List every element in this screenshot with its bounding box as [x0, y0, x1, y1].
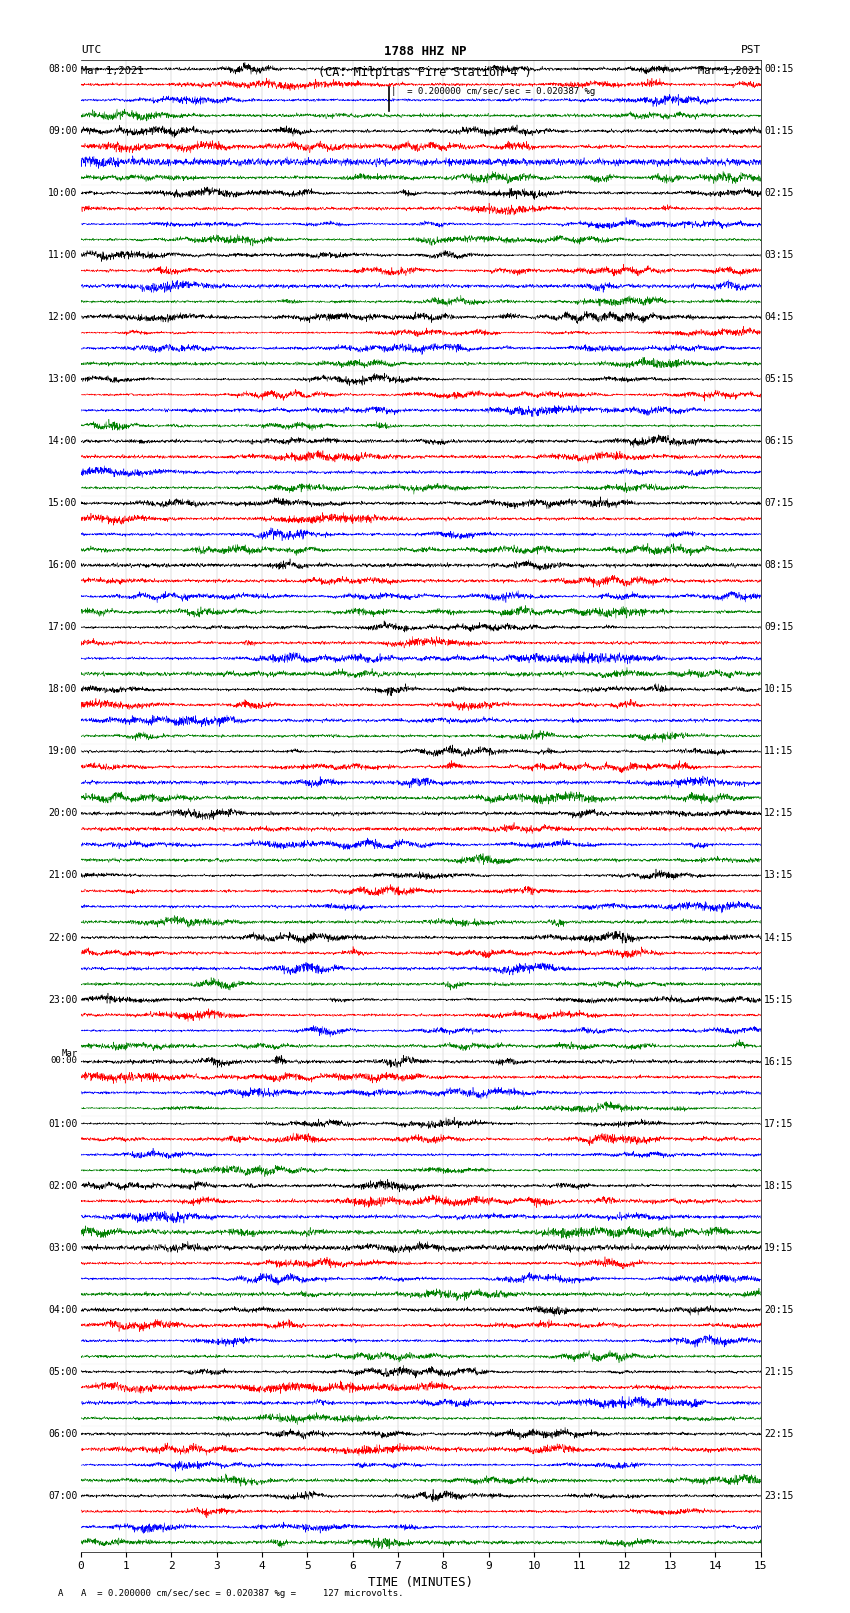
Text: (CA: Milpitas Fire Station 4 ): (CA: Milpitas Fire Station 4 ) — [318, 66, 532, 79]
Text: 15:00: 15:00 — [48, 498, 77, 508]
Text: 08:15: 08:15 — [764, 560, 794, 571]
Text: 10:00: 10:00 — [48, 189, 77, 198]
Text: PST: PST — [740, 45, 761, 55]
Text: 14:15: 14:15 — [764, 932, 794, 942]
Text: 16:00: 16:00 — [48, 560, 77, 571]
Text: 06:00: 06:00 — [48, 1429, 77, 1439]
Text: 05:15: 05:15 — [764, 374, 794, 384]
Text: 01:00: 01:00 — [48, 1119, 77, 1129]
Text: 10:15: 10:15 — [764, 684, 794, 694]
Text: 22:15: 22:15 — [764, 1429, 794, 1439]
Text: 13:00: 13:00 — [48, 374, 77, 384]
Text: 01:15: 01:15 — [764, 126, 794, 135]
Text: 09:00: 09:00 — [48, 126, 77, 135]
Text: 09:15: 09:15 — [764, 623, 794, 632]
Text: 20:00: 20:00 — [48, 808, 77, 818]
Text: 03:00: 03:00 — [48, 1242, 77, 1253]
Text: 07:15: 07:15 — [764, 498, 794, 508]
Text: 23:15: 23:15 — [764, 1490, 794, 1500]
Text: 11:00: 11:00 — [48, 250, 77, 260]
Text: 18:15: 18:15 — [764, 1181, 794, 1190]
Text: A: A — [58, 1589, 63, 1598]
Text: A  = 0.200000 cm/sec/sec = 0.020387 %g =     127 microvolts.: A = 0.200000 cm/sec/sec = 0.020387 %g = … — [81, 1589, 403, 1598]
Text: Mar 1,2021: Mar 1,2021 — [81, 66, 144, 76]
Text: 12:00: 12:00 — [48, 313, 77, 323]
Text: 00:00: 00:00 — [50, 1057, 77, 1065]
Text: 04:00: 04:00 — [48, 1305, 77, 1315]
Text: 1788 HHZ NP: 1788 HHZ NP — [383, 45, 467, 58]
Text: 02:15: 02:15 — [764, 189, 794, 198]
Text: 23:00: 23:00 — [48, 995, 77, 1005]
Text: Mar: Mar — [61, 1050, 77, 1058]
Text: 13:15: 13:15 — [764, 871, 794, 881]
Text: 00:15: 00:15 — [764, 65, 794, 74]
Text: 06:15: 06:15 — [764, 436, 794, 447]
Text: 12:15: 12:15 — [764, 808, 794, 818]
Text: 18:00: 18:00 — [48, 684, 77, 694]
Text: 21:00: 21:00 — [48, 871, 77, 881]
Text: 07:00: 07:00 — [48, 1490, 77, 1500]
Text: 20:15: 20:15 — [764, 1305, 794, 1315]
Text: 17:15: 17:15 — [764, 1119, 794, 1129]
Text: 11:15: 11:15 — [764, 747, 794, 756]
Text: 14:00: 14:00 — [48, 436, 77, 447]
Text: 19:15: 19:15 — [764, 1242, 794, 1253]
Text: 08:00: 08:00 — [48, 65, 77, 74]
Text: 19:00: 19:00 — [48, 747, 77, 756]
Text: Mar 1,2021: Mar 1,2021 — [698, 66, 761, 76]
Text: 22:00: 22:00 — [48, 932, 77, 942]
Text: |  = 0.200000 cm/sec/sec = 0.020387 %g: | = 0.200000 cm/sec/sec = 0.020387 %g — [391, 87, 595, 97]
Text: 17:00: 17:00 — [48, 623, 77, 632]
Text: 15:15: 15:15 — [764, 995, 794, 1005]
Text: UTC: UTC — [81, 45, 101, 55]
Text: 21:15: 21:15 — [764, 1366, 794, 1378]
Text: 03:15: 03:15 — [764, 250, 794, 260]
Text: 05:00: 05:00 — [48, 1366, 77, 1378]
Text: 02:00: 02:00 — [48, 1181, 77, 1190]
Text: 04:15: 04:15 — [764, 313, 794, 323]
Text: 16:15: 16:15 — [764, 1057, 794, 1066]
X-axis label: TIME (MINUTES): TIME (MINUTES) — [368, 1576, 473, 1589]
